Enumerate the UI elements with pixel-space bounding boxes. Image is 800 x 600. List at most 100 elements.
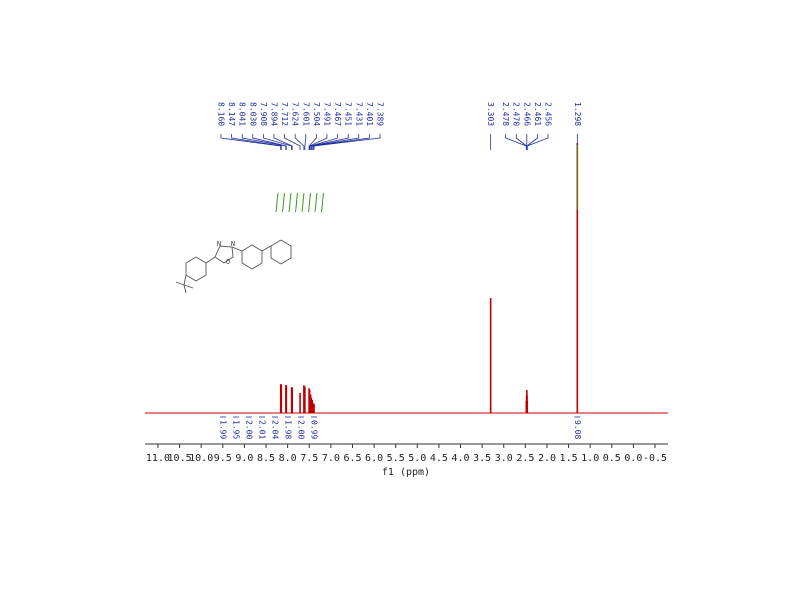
peak-label: 8.160 bbox=[216, 102, 225, 126]
bond bbox=[231, 246, 243, 252]
x-tick-label: 3.5 bbox=[473, 453, 491, 464]
integral-label: 9.08 bbox=[573, 420, 582, 439]
x-tick-label: 6.0 bbox=[365, 453, 383, 464]
peak-connector bbox=[220, 134, 282, 150]
integral-curve bbox=[314, 192, 318, 213]
x-tick-label: -0.5 bbox=[643, 453, 667, 464]
x-tick-label: 8.0 bbox=[279, 453, 297, 464]
x-tick-label: 4.0 bbox=[451, 453, 469, 464]
integral-curve bbox=[321, 192, 324, 213]
peak-label: 2.470 bbox=[512, 102, 521, 126]
x-tick-label: 0.5 bbox=[603, 453, 621, 464]
x-tick-label: 7.0 bbox=[322, 453, 340, 464]
structure bbox=[175, 239, 292, 294]
peak-connector bbox=[310, 134, 349, 150]
x-tick-label: 11.0 bbox=[146, 453, 170, 464]
x-tick-label: 6.5 bbox=[343, 453, 361, 464]
x-tick-label: 9.5 bbox=[214, 453, 232, 464]
peak-label: 7.451 bbox=[344, 102, 353, 126]
peak-connector bbox=[284, 134, 301, 150]
x-tick-label: 0.0 bbox=[624, 453, 642, 464]
ring bbox=[270, 239, 292, 265]
peak-label: 7.894 bbox=[269, 102, 278, 126]
peak-connector bbox=[252, 134, 287, 150]
peak-label: 7.624 bbox=[291, 102, 300, 126]
peak-label: 7.601 bbox=[301, 102, 310, 126]
peak-label: 3.303 bbox=[486, 102, 495, 126]
integral-curve bbox=[275, 192, 279, 213]
x-tick-label: 10.0 bbox=[189, 453, 213, 464]
peak-connector bbox=[313, 134, 381, 150]
peak-label: 8.041 bbox=[238, 102, 247, 126]
integral-label: 1.95 bbox=[232, 420, 241, 439]
peak-label: 7.491 bbox=[322, 102, 331, 126]
peak-connector bbox=[313, 134, 370, 150]
integral-label: 1.98 bbox=[284, 420, 293, 439]
peak-connector bbox=[273, 134, 293, 150]
bond bbox=[205, 256, 216, 264]
peak-label: 7.712 bbox=[280, 102, 289, 126]
peak-connector bbox=[515, 134, 528, 150]
peak-label: 7.431 bbox=[354, 102, 363, 126]
atom-labels: N N O bbox=[217, 240, 235, 266]
peak-connector bbox=[308, 134, 317, 150]
peak-connector bbox=[231, 134, 282, 150]
integral-label: 1.99 bbox=[219, 420, 228, 439]
peak-label: 7.467 bbox=[333, 102, 342, 126]
integral-label: 0.99 bbox=[310, 420, 319, 439]
peak-label: 1.298 bbox=[573, 102, 582, 126]
peak-label: 7.401 bbox=[365, 102, 374, 126]
peak-connector bbox=[309, 134, 328, 150]
atom-label: N bbox=[231, 240, 235, 248]
peak-label: 8.030 bbox=[248, 102, 257, 126]
peak-connector bbox=[526, 134, 538, 150]
x-tick-label: 5.5 bbox=[387, 453, 405, 464]
ring bbox=[241, 244, 263, 270]
integral-curve bbox=[288, 192, 292, 213]
bond bbox=[175, 281, 185, 286]
peak-connector bbox=[294, 134, 305, 150]
bond bbox=[261, 245, 272, 252]
peak-connector bbox=[241, 134, 287, 150]
x-tick-label: 5.0 bbox=[408, 453, 426, 464]
bond bbox=[183, 284, 187, 294]
x-tick-label: 3.0 bbox=[495, 453, 513, 464]
integral-label: 2.00 bbox=[297, 420, 306, 439]
integral-label: 2.01 bbox=[258, 420, 267, 439]
ring bbox=[185, 256, 207, 282]
x-tick-label: 2.0 bbox=[538, 453, 556, 464]
atom-label: N bbox=[217, 240, 221, 248]
peak-label: 2.461 bbox=[533, 102, 542, 126]
integral-curve bbox=[282, 192, 285, 213]
x-tick-label: 10.5 bbox=[168, 453, 192, 464]
integral-curve bbox=[301, 192, 305, 213]
x-tick-label: 7.5 bbox=[300, 453, 318, 464]
peak-connector bbox=[262, 134, 293, 150]
peak-label: 7.908 bbox=[259, 102, 268, 126]
oxadiazole bbox=[214, 245, 234, 264]
x-tick-label: 1.0 bbox=[581, 453, 599, 464]
x-tick-label: 4.5 bbox=[430, 453, 448, 464]
peak-connector bbox=[304, 134, 307, 150]
integral-label: 2.00 bbox=[245, 420, 254, 439]
x-tick-label: 2.5 bbox=[516, 453, 534, 464]
peak-label: 2.456 bbox=[544, 102, 553, 126]
peak-connector bbox=[311, 134, 360, 150]
peak-label: 2.478 bbox=[501, 102, 510, 126]
atom-label: O bbox=[226, 258, 230, 266]
integral-curve bbox=[295, 192, 298, 213]
peak-label: 2.466 bbox=[522, 102, 531, 126]
peak-label: 7.504 bbox=[312, 102, 321, 126]
integral-curve bbox=[308, 192, 311, 213]
peak-label: 8.147 bbox=[227, 102, 236, 126]
peak-label: 7.389 bbox=[375, 102, 384, 126]
peak-connector bbox=[310, 134, 338, 150]
x-tick-label: 1.5 bbox=[560, 453, 578, 464]
peak-connector bbox=[526, 134, 549, 150]
x-tick-label: 9.0 bbox=[235, 453, 253, 464]
integral-label: 2.04 bbox=[271, 420, 280, 439]
bond bbox=[183, 274, 187, 286]
x-axis-label: f1 (ppm) bbox=[382, 467, 430, 478]
bond bbox=[183, 284, 194, 289]
